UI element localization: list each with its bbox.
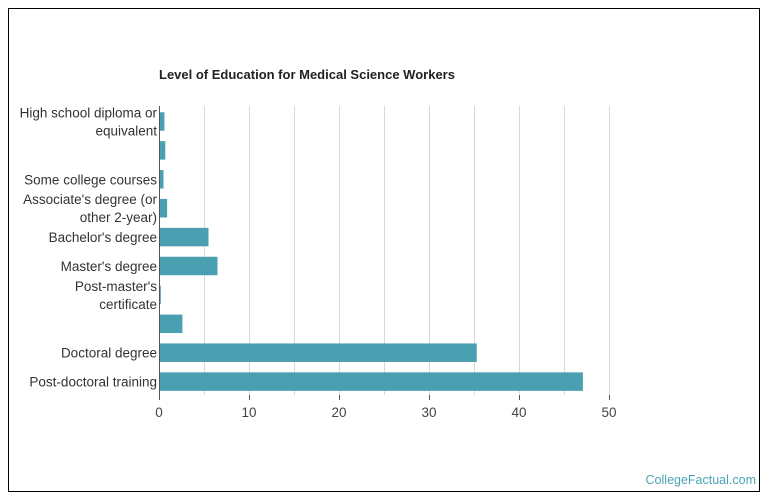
- category-label: equivalent: [95, 124, 157, 139]
- category-label: High school diploma or: [20, 106, 158, 121]
- category-label: Master's degree: [61, 259, 157, 274]
- x-tick-label: 10: [241, 405, 256, 420]
- bar: [159, 141, 166, 160]
- category-label: Associate's degree (or: [23, 192, 157, 207]
- bar: [159, 112, 165, 131]
- chart-title: Level of Education for Medical Science W…: [159, 67, 455, 82]
- category-label: Doctoral degree: [61, 346, 157, 361]
- bar: [159, 227, 209, 247]
- bar: [159, 314, 183, 334]
- category-label: Some college courses: [24, 172, 157, 187]
- x-tick-label: 50: [601, 405, 616, 420]
- x-tick-label: 0: [155, 405, 163, 420]
- x-tick-label: 30: [421, 405, 436, 420]
- category-label: Post-doctoral training: [29, 375, 157, 390]
- bar: [159, 372, 583, 391]
- bar: [159, 343, 477, 362]
- x-tick-label: 40: [511, 405, 526, 420]
- bar: [159, 256, 218, 276]
- x-tick-label: 20: [331, 405, 346, 420]
- source-credit[interactable]: CollegeFactual.com: [645, 473, 756, 487]
- category-label: Post-master's: [75, 279, 157, 294]
- bar: [159, 170, 164, 189]
- bar: [159, 198, 168, 218]
- category-label: Bachelor's degree: [49, 230, 157, 245]
- category-label: other 2-year): [80, 210, 157, 225]
- category-label: certificate: [99, 297, 157, 312]
